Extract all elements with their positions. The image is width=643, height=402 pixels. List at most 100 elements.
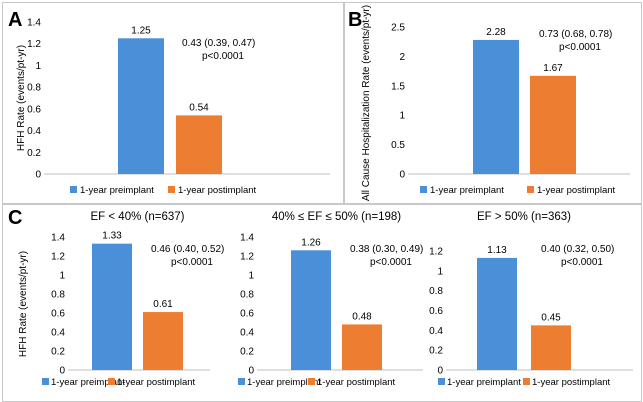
data-label: 0.61: [153, 299, 173, 310]
y-tick-label: 1.2: [51, 252, 65, 263]
panel-a-frame: [2, 2, 344, 204]
bar-preimplant: [291, 250, 331, 370]
y-tick-label: 1.2: [27, 39, 41, 50]
y-tick-label: 0: [248, 366, 254, 377]
legend-swatch-preimplant: [438, 378, 445, 385]
p-value-annotation: p<0.0001: [202, 51, 244, 62]
bar-postimplant: [531, 325, 571, 370]
p-value-annotation: p<0.0001: [171, 257, 213, 268]
p-value-annotation: p<0.0001: [370, 257, 412, 268]
rate-ratio-annotation: 0.40 (0.32, 0.50): [541, 244, 614, 255]
bar-postimplant: [530, 75, 576, 174]
rate-ratio-annotation: 0.43 (0.39, 0.47): [182, 38, 255, 49]
y-tick-label: 1: [59, 271, 65, 282]
y-tick-label: 0: [59, 366, 65, 377]
y-tick-label: 1: [399, 111, 405, 122]
y-tick-label: 0.4: [51, 328, 65, 339]
y-tick-label: 2: [399, 52, 405, 63]
y-tick-label: 0.4: [240, 328, 254, 339]
rate-ratio-annotation: 0.38 (0.30, 0.49): [350, 244, 423, 255]
bar-preimplant: [92, 243, 132, 370]
y-axis-label: HFH Rate (events/pt-yr): [18, 251, 29, 357]
legend-label: 1-year postimplant: [532, 377, 611, 388]
y-tick-label: 1: [248, 271, 254, 282]
bar-preimplant: [477, 257, 517, 370]
chart-title: 40% ≤ EF ≤ 50% (n=198): [272, 211, 401, 223]
data-label: 1.26: [301, 237, 321, 248]
p-value-annotation: p<0.0001: [559, 42, 601, 53]
y-tick-label: 1.2: [429, 247, 443, 258]
bar-preimplant: [118, 38, 164, 175]
data-label: 0.45: [541, 312, 561, 323]
panel-label-b: B: [348, 9, 363, 31]
data-label: 1.25: [131, 25, 151, 36]
legend-swatch-preimplant: [420, 186, 427, 193]
y-tick-label: 0.6: [240, 309, 254, 320]
legend-swatch-postimplant: [527, 186, 534, 193]
p-value-annotation: p<0.0001: [561, 257, 603, 268]
y-axis-label: HFH Rate (events/pt-yr): [16, 45, 27, 151]
data-label: 1.13: [487, 245, 507, 256]
legend-label: 1-year preimplant: [430, 185, 504, 196]
y-tick-label: 1.4: [51, 233, 65, 244]
data-label: 0.48: [352, 311, 372, 322]
legend-swatch-preimplant: [238, 378, 245, 385]
rate-ratio-annotation: 0.46 (0.40, 0.52): [151, 244, 224, 255]
y-tick-label: 0.4: [429, 326, 443, 337]
legend-swatch-postimplant: [523, 378, 530, 385]
panel-label-a: A: [8, 9, 23, 31]
chart-c1-ef-below-40: 0 0.2 0.4 0.6 0.8 1 1.2 1.4 EF < 40% (n=637) HFH …: [18, 211, 224, 388]
y-tick-label: 0.2: [27, 148, 41, 159]
y-tick-label: 0: [399, 170, 405, 181]
legend-swatch-postimplant: [108, 378, 115, 385]
chart-c3-ef-above-50: 0 0.2 0.4 0.6 0.8 1 1.2 EF > 50% (n=363) 1.13 0.4…: [429, 211, 633, 388]
y-tick-label: 0.8: [429, 286, 443, 297]
legend-label: 1-year postimplant: [178, 185, 257, 196]
data-label: 1.33: [102, 231, 122, 242]
y-tick-label: 0.2: [240, 347, 254, 358]
bar-preimplant: [473, 39, 519, 174]
y-tick-label: 1: [437, 266, 443, 277]
legend-swatch-postimplant: [308, 378, 315, 385]
chart-c2-ef-40-to-50: 0 0.2 0.4 0.6 0.8 1 1.2 1.4 40% ≤ EF ≤ 50% (n=19…: [238, 211, 423, 388]
chart-a-hfh-rate: 0 0.2 0.4 0.6 0.8 1 1.2 1.4 HFH Rate (events/pt-…: [16, 18, 330, 196]
legend-label: 1-year preimplant: [80, 185, 154, 196]
y-tick-label: 0: [35, 170, 41, 181]
y-tick-label: 0.6: [429, 306, 443, 317]
data-label: 0.54: [189, 102, 209, 113]
y-tick-label: 1.2: [240, 252, 254, 263]
rate-ratio-annotation: 0.73 (0.68, 0.78): [539, 29, 612, 40]
chart-b-all-cause-hospitalization: 0 0.5 1 1.5 2 2.5 All Cause Hospitalization Ra…: [361, 5, 630, 201]
y-tick-label: 0.4: [27, 126, 41, 137]
y-axis-label: All Cause Hospitalization Rate (events/p…: [361, 5, 372, 201]
legend-label: 1-year postimplant: [317, 377, 396, 388]
y-tick-label: 2.5: [391, 23, 405, 34]
panel-label-c: C: [8, 207, 23, 229]
y-tick-label: 1.5: [391, 81, 405, 92]
y-tick-label: 0.8: [240, 290, 254, 301]
chart-title: EF < 40% (n=637): [91, 211, 185, 223]
chart-title: EF > 50% (n=363): [477, 211, 571, 223]
y-tick-label: 0.8: [27, 83, 41, 94]
y-tick-label: 0.5: [391, 140, 405, 151]
legend-label: 1-year preimplant: [447, 377, 521, 388]
y-tick-label: 0: [437, 366, 443, 377]
legend-swatch-preimplant: [42, 378, 49, 385]
legend-swatch-postimplant: [168, 186, 175, 193]
data-label: 1.67: [543, 63, 563, 74]
data-label: 2.28: [486, 27, 506, 38]
legend-label: 1-year preimplant: [51, 377, 125, 388]
legend-swatch-preimplant: [70, 186, 77, 193]
y-tick-label: 1.4: [27, 18, 41, 29]
y-tick-label: 1: [35, 61, 41, 72]
bar-postimplant: [342, 324, 382, 370]
y-tick-label: 0.2: [51, 347, 65, 358]
bar-postimplant: [176, 115, 222, 174]
legend-label: 1-year postimplant: [117, 377, 196, 388]
y-tick-label: 0.6: [51, 309, 65, 320]
y-tick-label: 0.6: [27, 104, 41, 115]
y-tick-label: 1.4: [240, 233, 254, 244]
legend-label: 1-year postimplant: [537, 185, 616, 196]
y-tick-label: 0.8: [51, 290, 65, 301]
legend-label: 1-year preimplant: [247, 377, 321, 388]
